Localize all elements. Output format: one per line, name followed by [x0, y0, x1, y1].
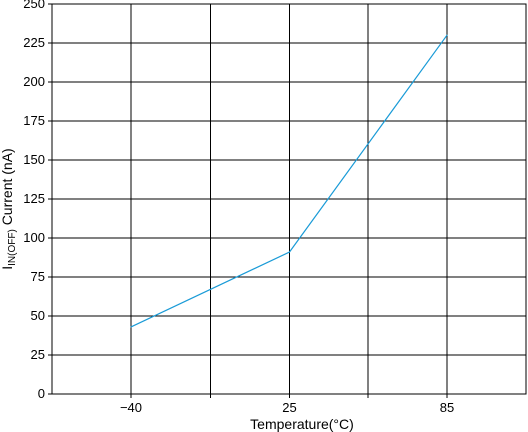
- x-tick-label: −40: [120, 400, 142, 415]
- y-tick-label: 75: [31, 269, 45, 284]
- x-tick-label: 25: [282, 400, 296, 415]
- x-tick-label: 85: [440, 400, 454, 415]
- y-axis-title-main: I: [0, 266, 15, 270]
- y-tick-label: 50: [31, 308, 45, 323]
- x-tick-labels: −40 25 85: [120, 400, 454, 415]
- y-tick-label: 250: [23, 0, 45, 11]
- y-tick-label: 25: [31, 347, 45, 362]
- y-tick-label: 0: [38, 386, 45, 401]
- y-tick-label: 175: [23, 113, 45, 128]
- x-axis-title: Temperature(°C): [250, 416, 354, 432]
- grid: [48, 3, 526, 398]
- y-axis-title: IIN(OFF) Current (nA): [0, 148, 18, 269]
- series-group: [130, 34, 448, 328]
- data-point: [130, 326, 132, 328]
- y-tick-label: 225: [23, 35, 45, 50]
- plot-frame: [51, 3, 527, 395]
- y-axis-title-rest: Current (nA): [0, 148, 15, 229]
- y-axis-title-subscript: IN(OFF): [7, 229, 18, 266]
- y-tick-label: 200: [23, 74, 45, 89]
- y-tick-label: 150: [23, 152, 45, 167]
- y-tick-label: 125: [23, 191, 45, 206]
- data-point: [288, 251, 291, 253]
- data-point: [446, 34, 448, 36]
- y-tick-label: 100: [23, 230, 45, 245]
